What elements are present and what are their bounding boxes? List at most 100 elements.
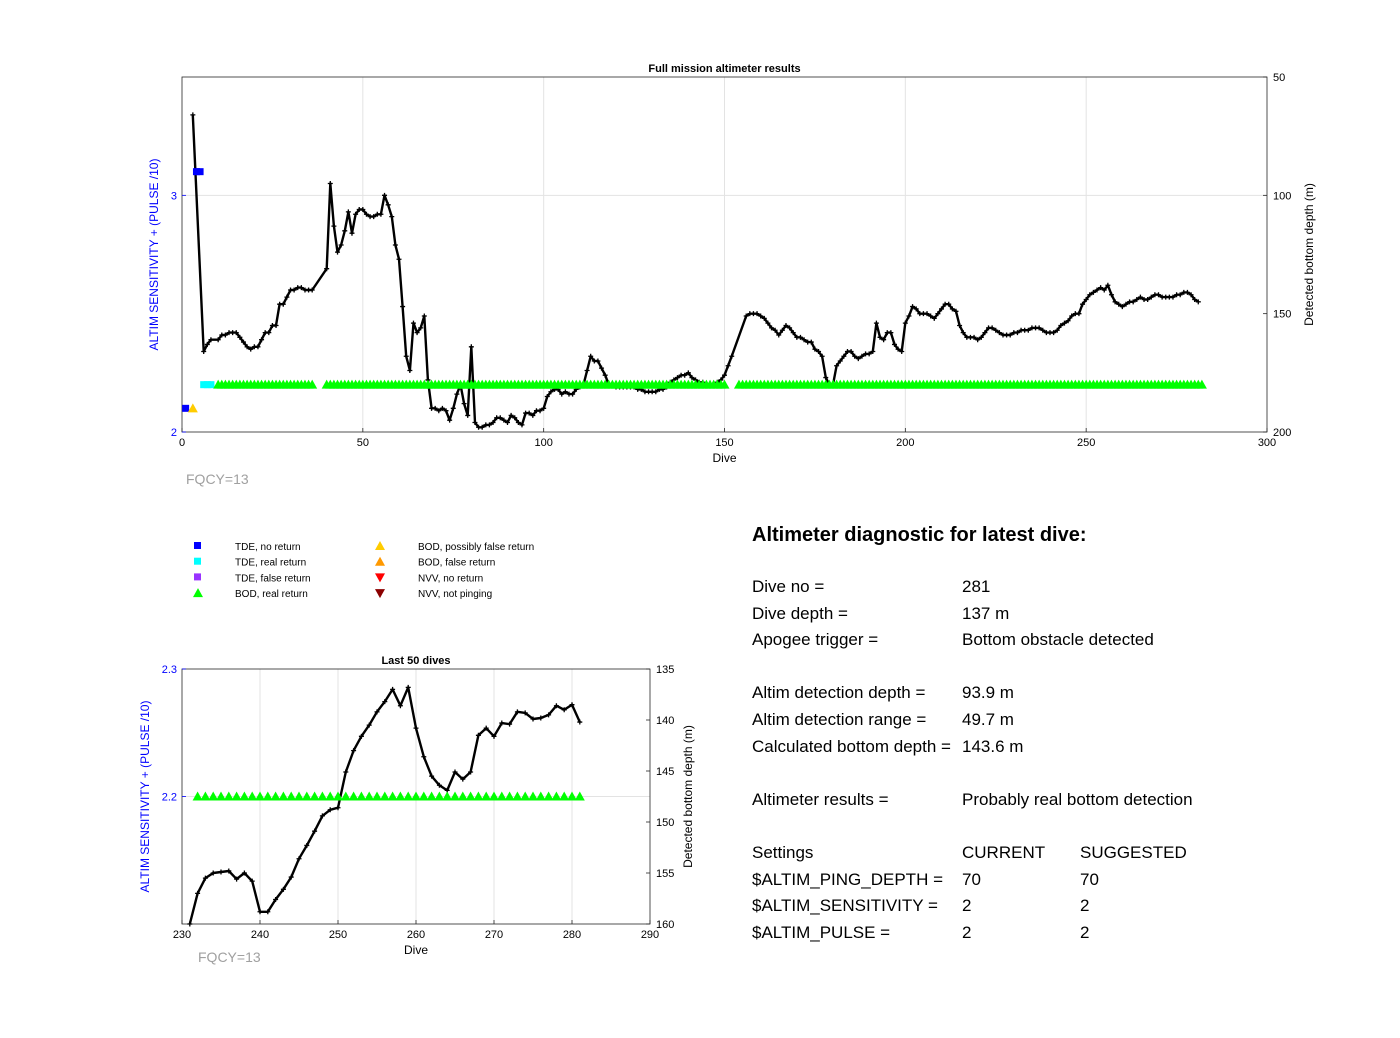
x-tick-label: 300	[1258, 437, 1276, 449]
depth-point	[779, 327, 785, 333]
bod-real-return-marker	[192, 791, 203, 801]
x-tick-label: 240	[251, 929, 269, 941]
depth-point	[465, 412, 471, 418]
y-left-axis-label: ALTIM SENSITIVITY + (PULSE /10)	[138, 701, 152, 893]
setting-suggested: 2	[1080, 922, 1090, 942]
dive-no-label: Dive no =	[752, 577, 825, 596]
depth-point	[360, 207, 366, 213]
bod-real-return-marker	[387, 791, 398, 801]
depth-point	[447, 417, 453, 423]
depth-point	[508, 412, 514, 418]
legend-triangle-down-icon	[375, 589, 385, 599]
x-tick-label: 150	[715, 437, 733, 449]
depth-point	[541, 405, 547, 411]
depth-point	[215, 337, 221, 343]
depth-point	[468, 344, 474, 350]
y-right-axis-label: Detected bottom depth (m)	[681, 725, 695, 868]
setting-row: $ALTIM_SENSITIVITY = 2 2	[752, 893, 1372, 920]
depth-point	[210, 870, 216, 876]
depth-point	[949, 306, 955, 312]
apogee-label: Apogee trigger =	[752, 630, 879, 650]
depth-point	[1058, 323, 1064, 328]
depth-point	[935, 311, 941, 317]
depth-point	[273, 897, 279, 903]
depth-point	[414, 330, 420, 336]
depth-point	[195, 890, 201, 896]
bod-real-return-marker	[411, 791, 421, 801]
depth-point	[1061, 320, 1067, 326]
depth-point	[754, 311, 760, 317]
depth-point	[226, 868, 232, 874]
y-left-tick-label: 2	[171, 427, 177, 439]
depth-point	[468, 769, 474, 775]
bod-real-return-marker	[450, 791, 460, 801]
y-right-tick-label: 50	[1273, 72, 1285, 84]
depth-point	[507, 721, 513, 727]
depth-point	[978, 334, 984, 340]
y-right-tick-label: 160	[656, 919, 674, 931]
depth-point	[859, 353, 865, 359]
full-mission-plot: 0 50 100 150 200 250 300 2 3 50 100 150 200 Full miss…	[147, 63, 1316, 487]
depth-point	[405, 684, 411, 690]
depth-point	[801, 337, 807, 343]
bod-real-return-marker	[473, 791, 484, 801]
depth-point	[237, 334, 243, 340]
depth-point	[599, 365, 605, 371]
depth-point	[1090, 289, 1096, 295]
depth-point	[390, 686, 396, 692]
detect-depth-value: 93.9 m	[962, 683, 1014, 703]
diagnostic-panel: Altimeter diagnostic for latest dive: Di…	[752, 520, 1372, 946]
depth-point	[530, 716, 536, 722]
depth-point	[218, 869, 224, 875]
bod-real-return-marker	[520, 791, 531, 801]
depth-point	[1025, 327, 1031, 333]
setting-name: $ALTIM_PULSE =	[752, 922, 891, 942]
depth-point	[722, 372, 727, 378]
bod-real-return-marker	[270, 791, 281, 801]
depth-point	[783, 323, 789, 328]
depth-point	[204, 341, 210, 347]
depth-point	[946, 301, 952, 307]
x-tick-label: 200	[896, 437, 914, 449]
depth-point	[653, 389, 659, 395]
bod-real-return-marker	[496, 791, 507, 801]
apogee-value: Bottom obstacle detected	[962, 630, 1154, 650]
depth-point	[265, 909, 271, 915]
setting-row: $ALTIM_PING_DEPTH = 70 70	[752, 867, 1372, 894]
depth-point	[378, 211, 384, 217]
depth-point	[312, 828, 318, 834]
legend-label: TDE, real return	[235, 558, 306, 569]
chart-title: Last 50 dives	[381, 655, 450, 667]
depth-point	[537, 408, 543, 414]
depth-point	[1119, 304, 1125, 310]
depth-point	[812, 346, 818, 352]
bod-real-return-marker	[239, 791, 250, 801]
depth-point	[570, 391, 576, 397]
x-tick-label: 260	[407, 929, 425, 941]
depth-point	[866, 351, 872, 357]
x-axis-label: Dive	[712, 451, 736, 465]
setting-row: $ALTIM_PULSE = 2 2	[752, 920, 1372, 947]
depth-point	[483, 725, 489, 731]
depth-point	[975, 337, 981, 343]
depth-point	[472, 420, 478, 426]
depth-point	[931, 315, 937, 321]
bod-real-return-marker	[364, 791, 375, 801]
depth-point	[284, 294, 290, 300]
depth-point	[899, 349, 905, 355]
depth-point	[450, 405, 456, 411]
depth-point	[1134, 296, 1140, 302]
depth-point	[928, 313, 934, 319]
bod-real-return-marker	[1196, 379, 1207, 389]
bod-real-return-marker	[418, 791, 429, 801]
depth-point	[1065, 318, 1071, 324]
depth-point	[1116, 301, 1122, 307]
legend-label: BOD, possibly false return	[418, 542, 534, 553]
depth-point	[1130, 299, 1136, 305]
suggested-label: SUGGESTED	[1080, 842, 1187, 862]
legend-square-icon	[194, 557, 201, 565]
depth-point	[421, 754, 427, 760]
depth-point	[1105, 282, 1111, 288]
bod-real-return-marker	[247, 791, 258, 801]
depth-point	[257, 909, 263, 915]
